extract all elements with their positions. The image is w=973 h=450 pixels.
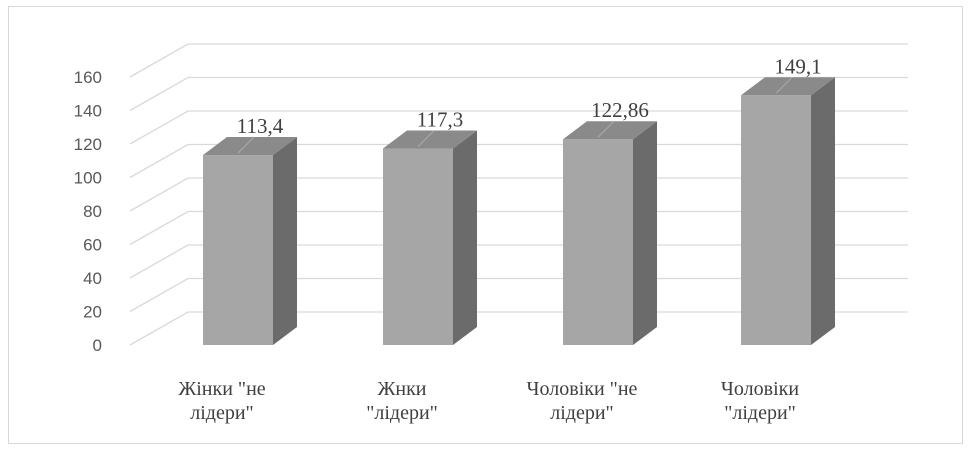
x-category-label: лідери": [190, 402, 253, 424]
gridline-40: [129, 244, 908, 279]
gridline-160: [129, 43, 908, 78]
x-category-label: "лідери": [366, 402, 438, 424]
bar-top: [563, 121, 657, 140]
bar-top: [383, 130, 477, 149]
bar-front: [741, 95, 811, 345]
x-category-label: Жінки "не: [178, 378, 265, 400]
gridline-80: [129, 177, 908, 212]
gridline-120: [129, 110, 908, 145]
bar-side: [453, 130, 477, 345]
data-label-leader: [237, 136, 255, 154]
y-tick-label: 160: [74, 68, 102, 87]
bar-side: [273, 137, 297, 345]
data-label: 149,1: [774, 54, 821, 78]
bar-top: [741, 77, 835, 96]
gridline-140: [129, 76, 908, 112]
bar-top: [203, 137, 297, 156]
bar-side: [633, 121, 657, 345]
data-label: 122,86: [591, 98, 649, 122]
y-tick-label: 140: [74, 102, 102, 121]
x-category-label: лідери": [550, 402, 613, 424]
bar-side: [811, 77, 835, 345]
y-tick-label: 40: [83, 269, 102, 288]
y-tick-label: 0: [93, 336, 102, 355]
x-category-label: Жнки: [377, 378, 426, 400]
y-tick-label: 100: [74, 169, 102, 188]
data-label-leader: [417, 130, 435, 147]
y-tick-label: 60: [83, 236, 102, 255]
bar-front: [203, 155, 273, 345]
x-category-label: Чоловіки: [721, 378, 799, 400]
x-category-label: Чоловіки "не: [527, 378, 638, 400]
gridline-60: [129, 210, 908, 246]
bars: [203, 77, 835, 345]
data-label: 113,4: [237, 114, 284, 138]
y-tick-label: 80: [83, 202, 102, 221]
y-axis-ticks: 0 20 40 60 80 100 120 140 160: [74, 68, 102, 355]
bar-front: [563, 139, 633, 345]
data-labels: 113,4 117,3 122,86 149,1: [237, 54, 822, 154]
x-category-label: "лідери": [724, 402, 796, 424]
gridlines: [129, 43, 908, 346]
data-label-leader: [597, 120, 615, 138]
data-label: 117,3: [417, 108, 463, 132]
y-tick-label: 120: [74, 135, 102, 154]
gridline-20: [129, 277, 908, 313]
bar-front: [383, 148, 453, 345]
data-label-leader: [775, 76, 793, 94]
gridline-0: [129, 311, 908, 346]
y-tick-label: 20: [83, 303, 102, 322]
gridline-100: [129, 143, 908, 179]
